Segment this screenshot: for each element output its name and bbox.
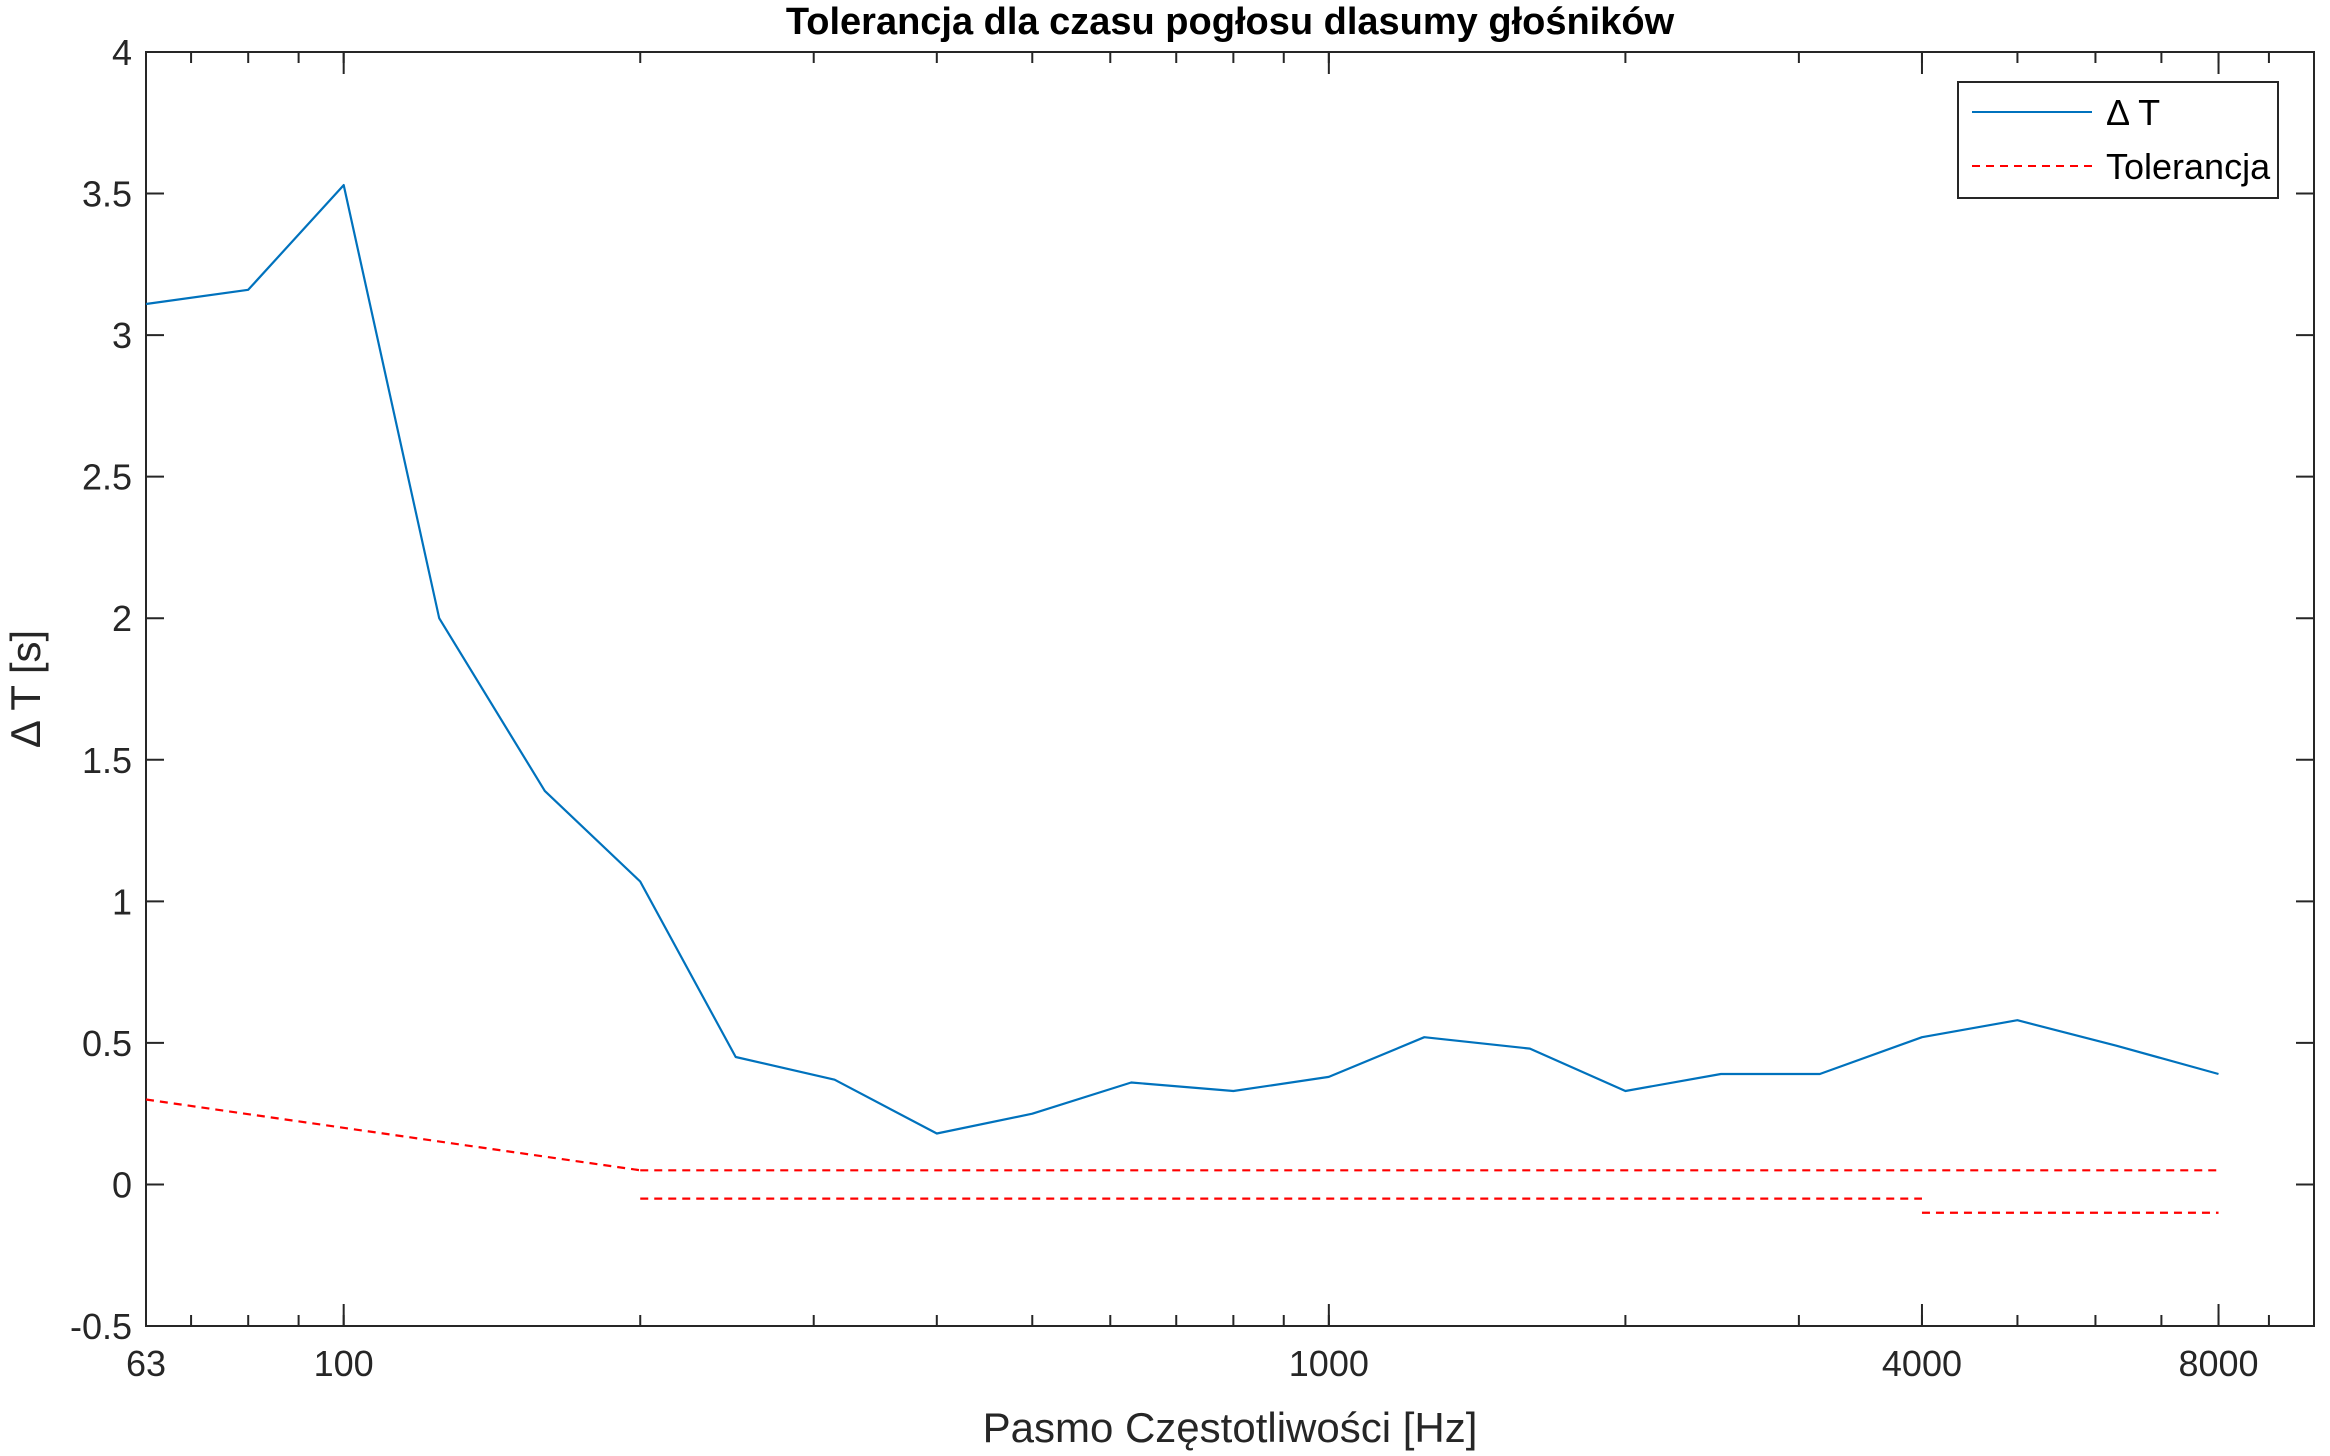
x-tick-label: 4000: [1882, 1343, 1962, 1384]
x-tick-label: 100: [314, 1343, 374, 1384]
x-axis: 63 100 1000 4000 8000: [126, 52, 2315, 1384]
chart-title: Tolerancja dla czasu pogłosu dlasumy gło…: [786, 1, 1675, 43]
legend-box: [1957, 81, 2279, 199]
y-tick-label: 0: [112, 1164, 132, 1205]
legend-label-delta-t: Δ T: [2106, 92, 2160, 133]
plot-frame: [145, 51, 2315, 1327]
y-tick-label: -0.5: [70, 1306, 132, 1347]
y-tick-label: 2.5: [82, 457, 132, 498]
series-layer: [145, 184, 2219, 1214]
y-tick-label: 4: [112, 32, 132, 73]
x-tick-label: 63: [126, 1343, 166, 1384]
x-axis-label: Pasmo Częstotliwości [Hz]: [983, 1404, 1478, 1451]
y-tick-label: 1.5: [82, 740, 132, 781]
x-tick-label: 8000: [2178, 1343, 2258, 1384]
x-tick-label: 1000: [1289, 1343, 1369, 1384]
y-tick-label: 3: [112, 315, 132, 356]
series-line-delta-t: [145, 184, 2219, 1135]
y-tick-label: 0.5: [82, 1023, 132, 1064]
legend-label-tolerancja: Tolerancja: [2106, 146, 2271, 187]
y-tick-label: 2: [112, 598, 132, 639]
y-axis-label: Δ T [s]: [2, 630, 49, 748]
plot-area: [145, 51, 2315, 1327]
y-axis: -0.5 0 0.5 1 1.5 2 2.5 3 3.5 4: [70, 32, 2314, 1347]
y-tick-label: 1: [112, 881, 132, 922]
legend: Δ T Tolerancja: [1957, 81, 2279, 199]
y-tick-label: 3.5: [82, 174, 132, 215]
